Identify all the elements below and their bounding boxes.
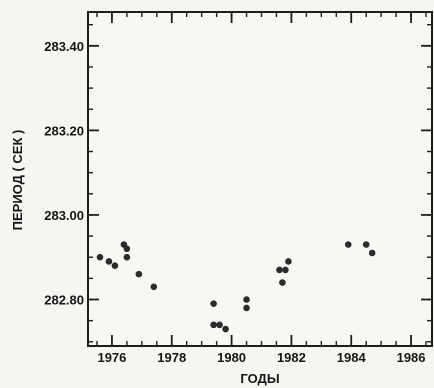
data-point bbox=[210, 300, 217, 308]
x-tick-label: 1986 bbox=[397, 350, 426, 365]
data-point bbox=[279, 279, 286, 286]
data-point bbox=[362, 241, 370, 248]
y-tick-label: 283.20 bbox=[44, 123, 84, 138]
x-axis-label: ГОДЫ bbox=[240, 371, 279, 386]
x-tick-label: 1982 bbox=[277, 350, 306, 365]
data-point bbox=[222, 325, 229, 333]
data-points bbox=[96, 241, 376, 333]
data-point bbox=[96, 253, 104, 261]
data-point bbox=[105, 258, 113, 265]
data-point bbox=[285, 258, 292, 265]
x-tick-label: 1984 bbox=[337, 350, 367, 365]
data-point bbox=[282, 266, 289, 274]
y-tick-label: 283.00 bbox=[44, 208, 84, 223]
data-point bbox=[150, 283, 158, 291]
data-point bbox=[210, 321, 217, 329]
plot-background bbox=[88, 12, 432, 346]
data-point bbox=[216, 321, 223, 329]
data-point bbox=[243, 296, 250, 303]
data-point bbox=[135, 270, 143, 278]
x-tick-label: 1980 bbox=[217, 350, 246, 365]
x-tick-label: 1976 bbox=[97, 350, 126, 365]
data-point bbox=[111, 262, 119, 269]
data-point bbox=[243, 304, 250, 312]
data-point bbox=[344, 241, 352, 248]
plot-frame bbox=[87, 11, 433, 347]
data-point bbox=[368, 249, 376, 257]
y-tick-label: 282.80 bbox=[44, 292, 84, 307]
x-tick-label: 1978 bbox=[157, 350, 186, 365]
y-axis-label: ПЕРИОД ( СЕК ) bbox=[10, 130, 25, 231]
data-point bbox=[123, 245, 131, 253]
y-tick-label: 283.40 bbox=[44, 39, 84, 54]
data-point bbox=[123, 253, 131, 261]
data-point bbox=[276, 266, 283, 274]
tick-labels: 1976 1978 1980 1982 1984 1986 282.80 283.00 283.… bbox=[44, 39, 425, 365]
